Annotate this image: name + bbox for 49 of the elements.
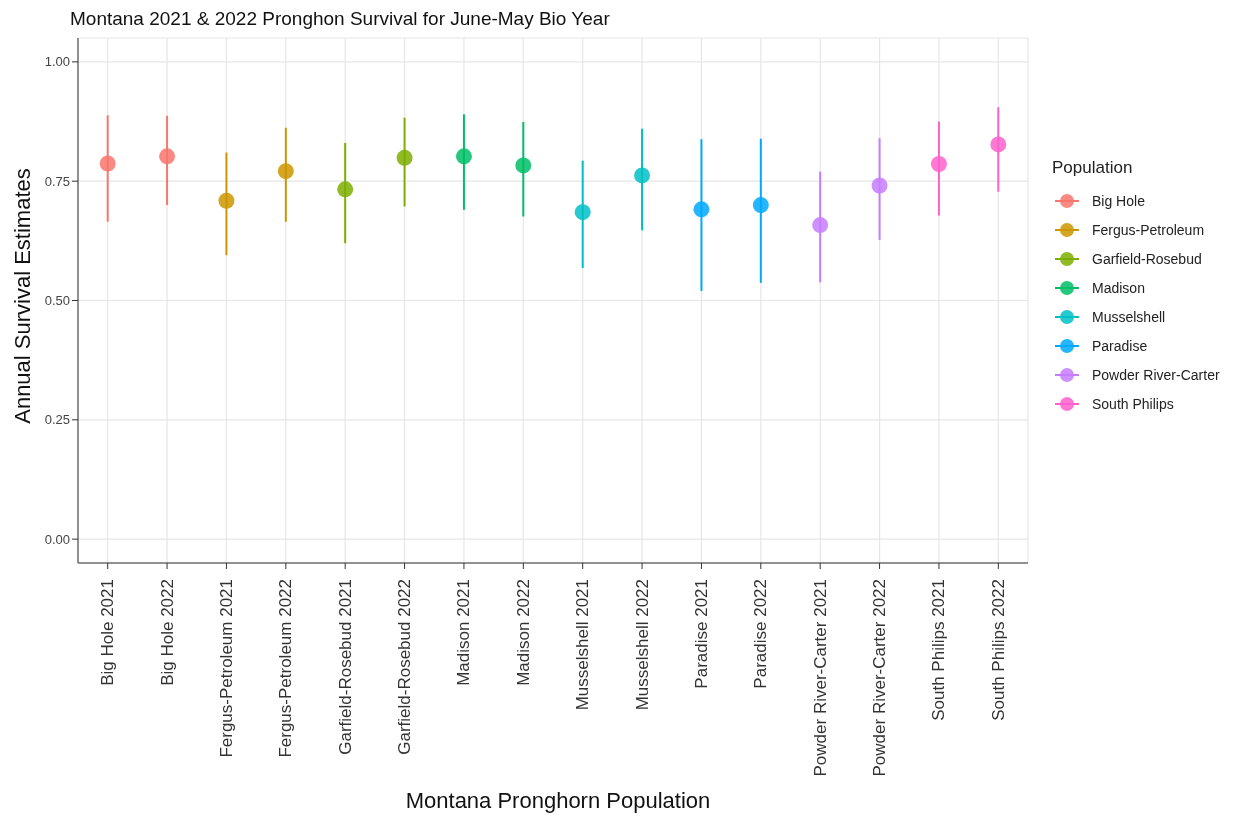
chart-title: Montana 2021 & 2022 Pronghon Survival for June-May Bio Year <box>70 8 610 30</box>
x-tick-label: South Philips 2021 <box>929 579 949 721</box>
legend-label: Fergus-Petroleum <box>1092 221 1205 238</box>
x-tick-label: Garfield-Rosebud 2022 <box>395 579 415 755</box>
y-tick-label: 1.00 <box>44 54 70 70</box>
point <box>634 167 651 184</box>
point <box>396 149 413 166</box>
x-tick-label: Musselshell 2021 <box>573 579 593 711</box>
x-tick-label: Garfield-Rosebud 2021 <box>335 579 355 755</box>
y-tick-label: 0.00 <box>44 531 70 547</box>
x-tick-label: Big Hole 2022 <box>157 579 177 686</box>
x-tick-label: Madison 2021 <box>454 579 474 686</box>
legend-label: Musselshell <box>1092 308 1166 325</box>
x-tick-label: Fergus-Petroleum 2021 <box>216 579 236 758</box>
legend-title: Population <box>1052 158 1134 178</box>
x-tick-label: Powder River-Carter 2022 <box>870 579 890 777</box>
point <box>930 156 947 172</box>
point <box>277 163 294 180</box>
y-tick-label: 0.75 <box>44 173 70 189</box>
legend-label: Big Hole <box>1092 192 1145 209</box>
point <box>693 201 710 218</box>
x-tick-label: Madison 2022 <box>513 579 533 686</box>
point <box>455 148 472 165</box>
point <box>574 204 591 221</box>
point <box>515 157 532 174</box>
x-axis-title: Montana Pronghorn Population <box>404 788 712 814</box>
x-tick-label: Musselshell 2022 <box>632 579 652 711</box>
legend-label: Paradise <box>1092 337 1148 354</box>
point <box>812 217 829 234</box>
x-tick-label: Fergus-Petroleum 2022 <box>276 579 296 758</box>
x-tick-label: Paradise 2021 <box>691 579 711 689</box>
legend-label: South Philips <box>1092 395 1174 412</box>
point <box>218 192 235 209</box>
y-tick-label: 0.50 <box>44 293 70 309</box>
point <box>99 155 116 172</box>
x-tick-label: Big Hole 2021 <box>98 579 118 686</box>
point <box>159 148 176 165</box>
point <box>337 181 354 198</box>
y-tick-label: 0.25 <box>44 412 70 428</box>
point <box>871 177 888 194</box>
y-axis-title: Annual Survival Estimates <box>10 167 36 424</box>
legend-label: Garfield-Rosebud <box>1092 250 1202 267</box>
legend-label: Powder River-Carter <box>1092 366 1220 383</box>
point <box>752 197 769 214</box>
x-tick-label: South Philips 2022 <box>988 579 1008 721</box>
point <box>990 136 1007 153</box>
x-tick-label: Paradise 2022 <box>751 579 771 689</box>
x-tick-label: Powder River-Carter 2021 <box>810 579 830 777</box>
legend-label: Madison <box>1092 279 1145 296</box>
